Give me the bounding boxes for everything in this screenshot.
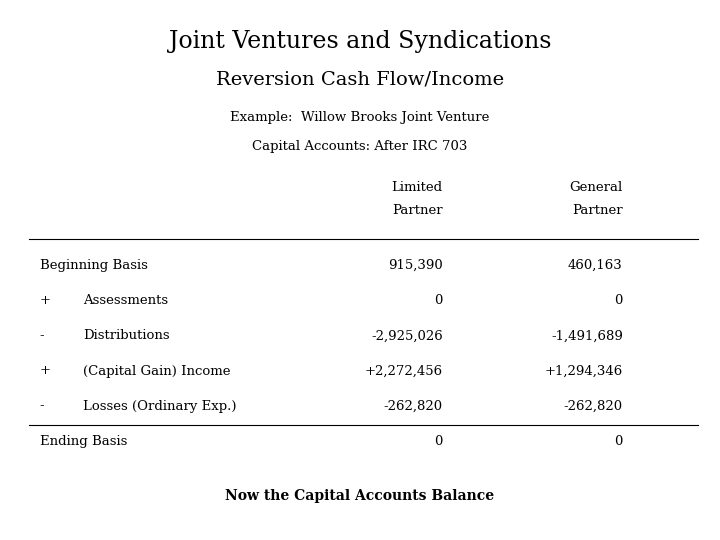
Text: (Capital Gain) Income: (Capital Gain) Income — [83, 364, 230, 377]
Text: +1,294,346: +1,294,346 — [544, 364, 623, 377]
Text: 915,390: 915,390 — [388, 259, 443, 272]
Text: -2,925,026: -2,925,026 — [371, 329, 443, 342]
Text: 0: 0 — [614, 435, 623, 448]
Text: -: - — [40, 329, 44, 342]
Text: -262,820: -262,820 — [384, 400, 443, 413]
Text: General: General — [570, 181, 623, 194]
Text: Assessments: Assessments — [83, 294, 168, 307]
Text: Example:  Willow Brooks Joint Venture: Example: Willow Brooks Joint Venture — [230, 111, 490, 124]
Text: 0: 0 — [614, 294, 623, 307]
Text: Reversion Cash Flow/Income: Reversion Cash Flow/Income — [216, 70, 504, 88]
Text: Joint Ventures and Syndications: Joint Ventures and Syndications — [168, 30, 552, 53]
Text: Distributions: Distributions — [83, 329, 169, 342]
Text: 460,163: 460,163 — [568, 259, 623, 272]
Text: -262,820: -262,820 — [564, 400, 623, 413]
Text: Now the Capital Accounts Balance: Now the Capital Accounts Balance — [225, 489, 495, 503]
Text: +: + — [40, 364, 50, 377]
Text: Capital Accounts: After IRC 703: Capital Accounts: After IRC 703 — [252, 140, 468, 153]
Text: +: + — [40, 294, 50, 307]
Text: -: - — [40, 400, 44, 413]
Text: -1,491,689: -1,491,689 — [551, 329, 623, 342]
Text: Partner: Partner — [392, 204, 443, 217]
Text: 0: 0 — [434, 294, 443, 307]
Text: +2,272,456: +2,272,456 — [364, 364, 443, 377]
Text: Ending Basis: Ending Basis — [40, 435, 127, 448]
Text: Losses (Ordinary Exp.): Losses (Ordinary Exp.) — [83, 400, 236, 413]
Text: Beginning Basis: Beginning Basis — [40, 259, 148, 272]
Text: Limited: Limited — [392, 181, 443, 194]
Text: Partner: Partner — [572, 204, 623, 217]
Text: 0: 0 — [434, 435, 443, 448]
